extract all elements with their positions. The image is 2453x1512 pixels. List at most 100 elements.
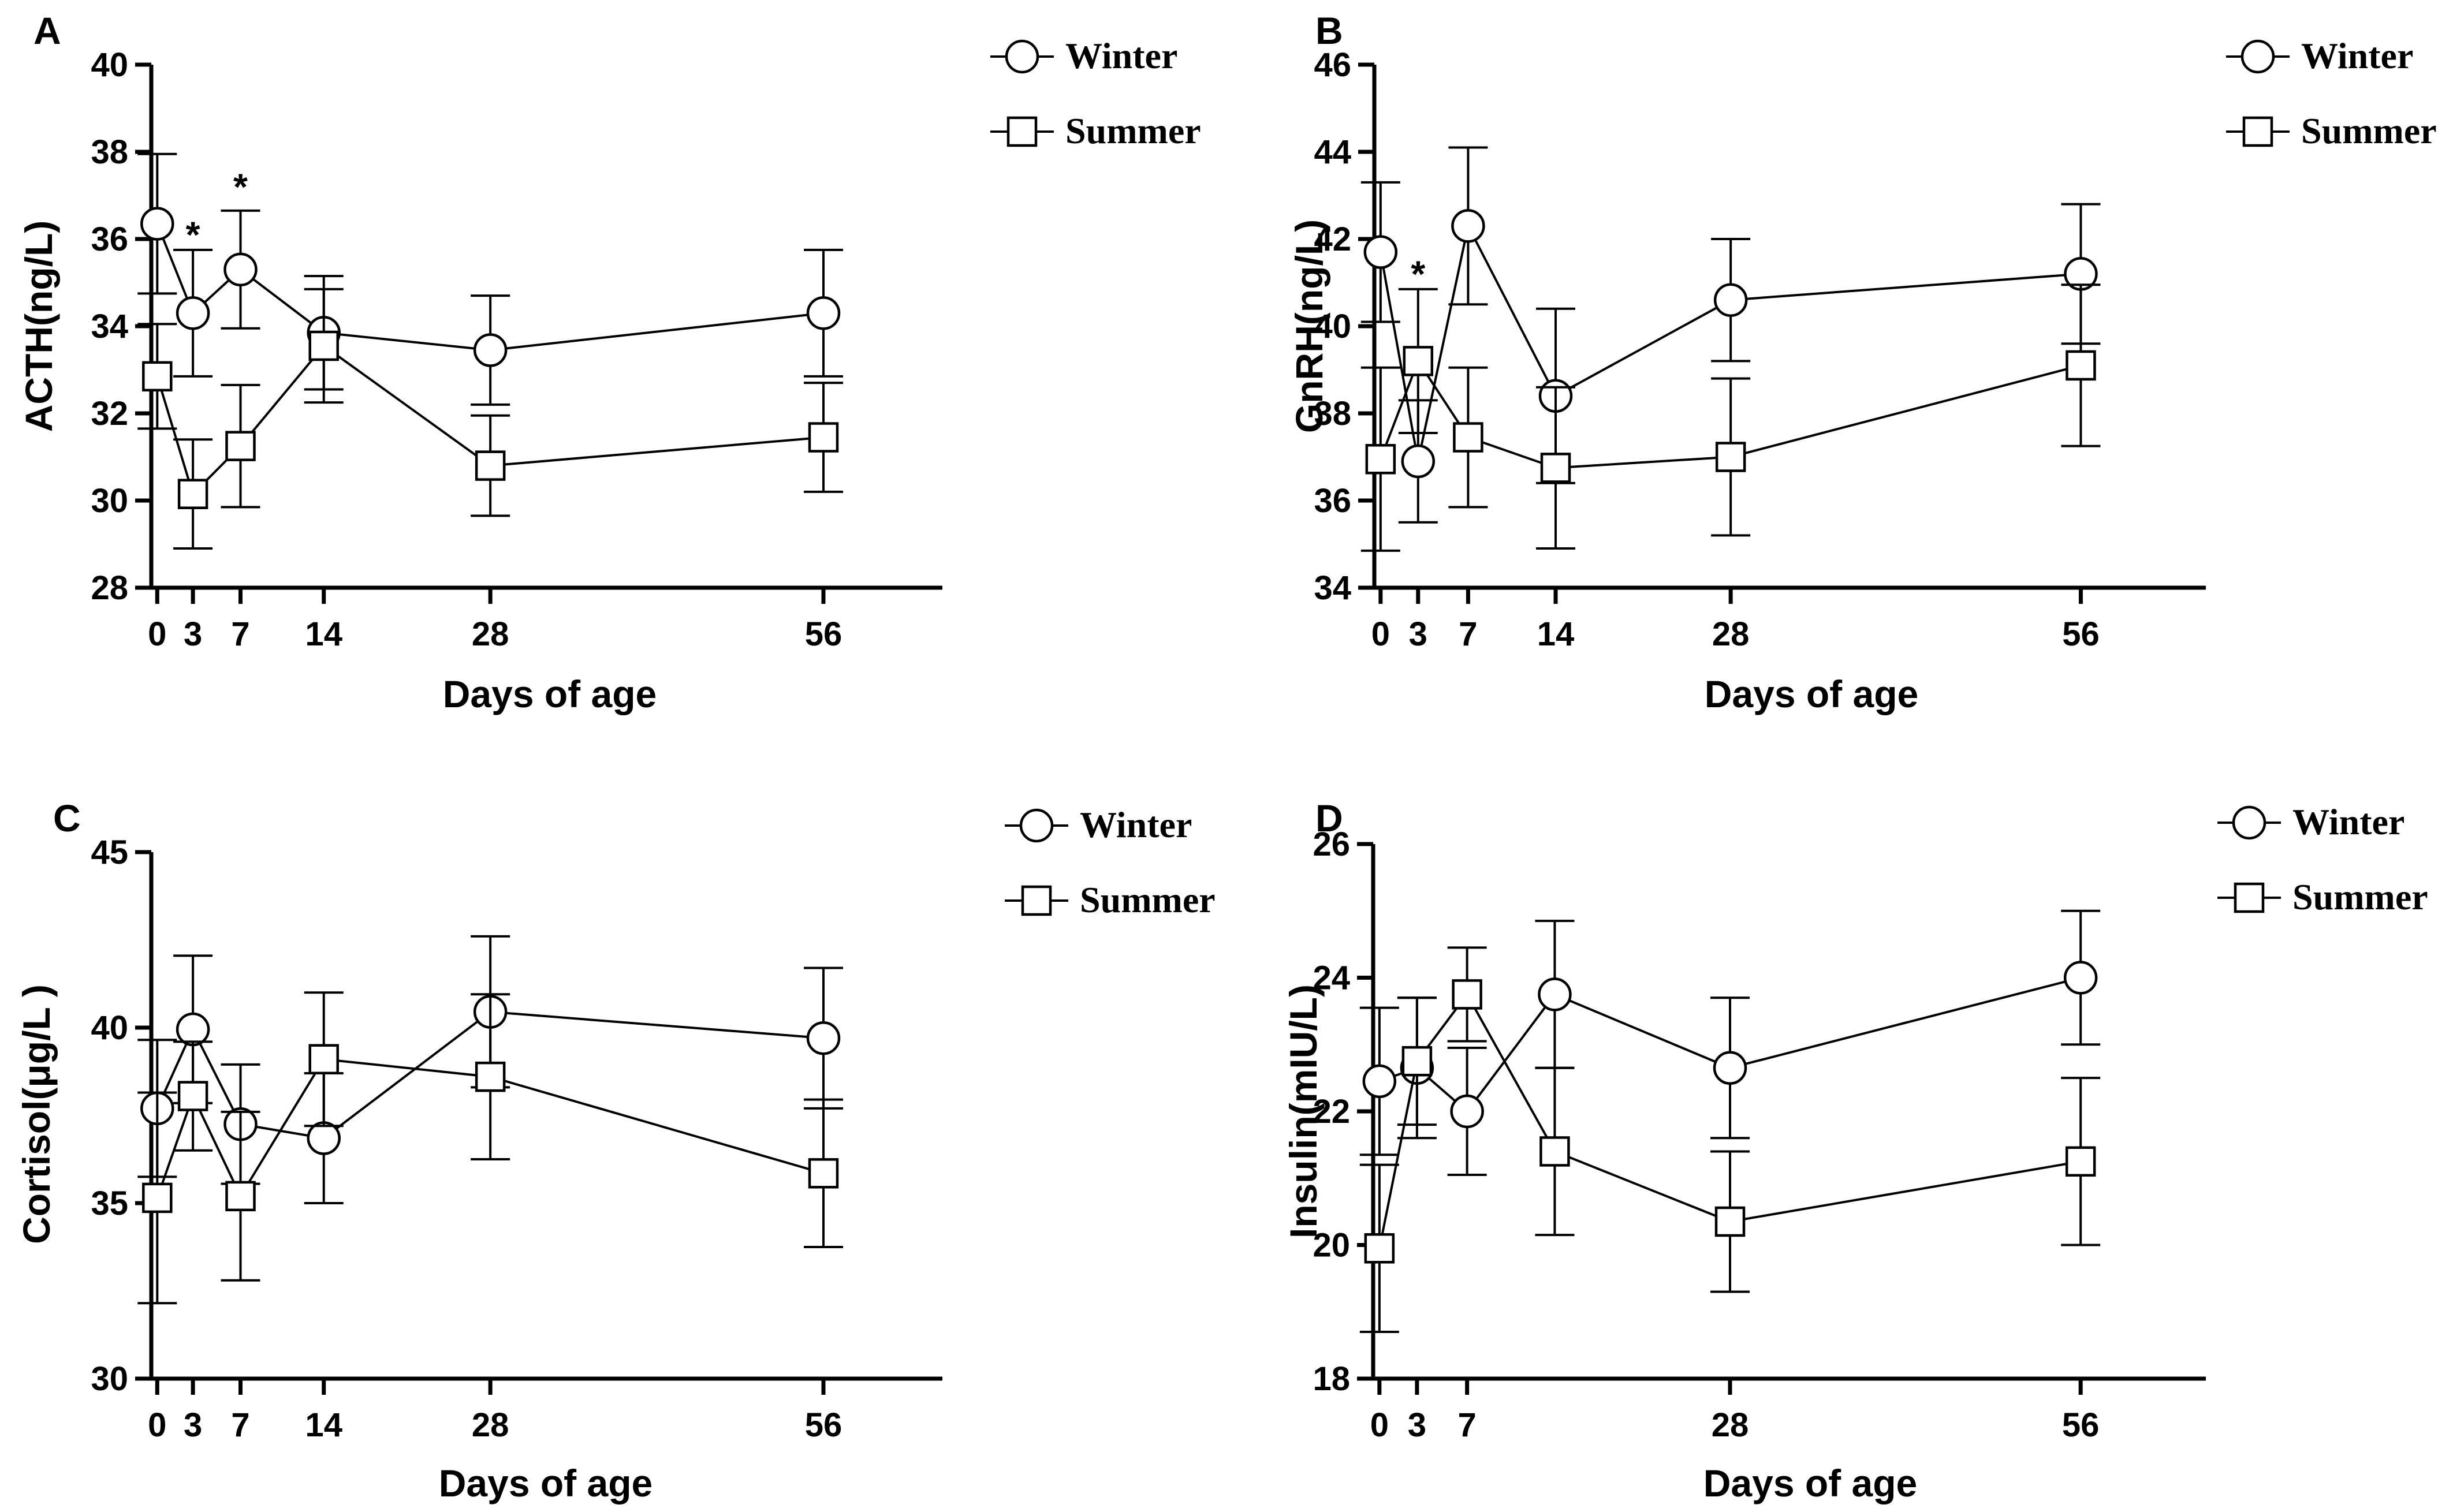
data-point-summer (1540, 453, 1571, 483)
y-tick-label-b: 42 (1314, 221, 1351, 258)
data-point-summer (177, 479, 208, 509)
x-tick-label-b: 28 (1712, 615, 1750, 653)
data-point-winter (1401, 444, 1436, 479)
y-tick-label-b: 46 (1314, 46, 1351, 84)
series-line-summer (1378, 992, 2081, 1249)
data-point-winter (1538, 977, 1572, 1011)
significance-marker: * (233, 166, 248, 207)
data-point-summer (225, 431, 256, 461)
x-tick-label-a: 28 (472, 615, 509, 653)
x-tick-label-b: 0 (1371, 615, 1390, 653)
y-tick-label-b: 34 (1314, 569, 1351, 607)
y-tick-label-c: 35 (91, 1185, 128, 1222)
data-point-summer (1365, 444, 1396, 475)
y-tick-label-d: 20 (1313, 1227, 1350, 1264)
data-point-summer (475, 1061, 506, 1092)
x-tick-label-c: 3 (184, 1406, 202, 1444)
series-line-summer (1379, 359, 2081, 469)
legend-marker-winter (1019, 808, 1054, 843)
legend-label-winter: Winter (2292, 801, 2404, 842)
data-point-summer (808, 422, 839, 453)
x-tick-label-d: 28 (1712, 1406, 1749, 1444)
x-tick-label-d: 7 (1457, 1406, 1476, 1444)
panel-a: A 28 30 32 34 36 38 40 0 3 7 14 28 56 ACTH(ng/L) Days o… (17, 9, 1201, 715)
y-tick-label-a: 28 (91, 569, 128, 607)
series-summer-a (137, 288, 843, 550)
panel-letter-d: D (1315, 797, 1343, 839)
x-tick-label-c: 56 (805, 1406, 842, 1444)
x-tick-label-a: 7 (231, 615, 249, 653)
data-point-summer (1401, 1046, 1433, 1077)
y-tick-label-a: 34 (91, 308, 128, 345)
y-tick-label-a: 36 (91, 221, 128, 258)
data-point-winter (176, 296, 210, 330)
y-axis-title-d: Insulin(mIU/L) (1282, 984, 1325, 1238)
x-tick-label-b: 56 (2062, 615, 2100, 653)
x-axis-title-a: Days of age (443, 673, 657, 715)
panel-c: C 30 35 40 45 0 3 7 14 28 56 Cortisol(μg/L ) Days of… (15, 797, 1216, 1504)
legend-label-summer: Summer (1065, 110, 1201, 151)
data-point-winter (1713, 1051, 1747, 1085)
legend-marker-winter (2232, 805, 2266, 840)
legend-label-summer: Summer (1080, 879, 1216, 920)
data-point-winter (806, 296, 841, 330)
x-tick-label-d: 3 (1408, 1406, 1426, 1444)
y-tick-label-c: 30 (91, 1360, 128, 1398)
legend-label-winter: Winter (1065, 35, 1177, 76)
legend-a: Winter Summer (990, 35, 1201, 151)
data-point-summer (225, 1181, 256, 1212)
y-tick-label-d: 24 (1313, 960, 1350, 997)
y-axis-title-a: ACTH(ng/L) (17, 221, 60, 432)
x-tick-label-c: 0 (148, 1406, 166, 1444)
y-tick-label-c: 45 (91, 834, 128, 871)
data-point-summer (142, 361, 173, 392)
data-point-summer (1364, 1233, 1395, 1264)
data-point-winter (1363, 235, 1398, 269)
legend-c: Winter Summer (1005, 804, 1216, 920)
series-summer-c (137, 991, 843, 1305)
panel-b: B 34 36 38 40 42 44 46 0 3 7 14 28 56 GnRH(ng/L) Days o… (1288, 9, 2437, 715)
y-axis-title-b: GnRH(ng/L) (1288, 219, 1330, 433)
y-tick-label-b: 40 (1314, 308, 1351, 345)
data-point-summer (177, 1081, 208, 1111)
legend-marker-summer (2234, 882, 2265, 913)
y-tick-label-a: 40 (91, 46, 128, 84)
y-tick-label-d: 18 (1313, 1360, 1350, 1398)
x-axis-title-c: Days of age (439, 1462, 653, 1504)
data-point-summer (1452, 979, 1482, 1010)
x-axis-title-d: Days of age (1703, 1462, 1917, 1504)
x-tick-label-c: 28 (472, 1406, 509, 1444)
data-point-summer (1453, 422, 1483, 453)
y-tick-label-b: 44 (1314, 133, 1351, 171)
x-tick-label-d: 56 (2062, 1406, 2100, 1444)
data-point-summer (1714, 1206, 1746, 1237)
series-summer-d (1359, 946, 2101, 1333)
legend-label-summer: Summer (2301, 110, 2437, 151)
series-line-summer (156, 1058, 824, 1199)
y-tick-label-a: 30 (91, 482, 128, 520)
data-point-winter (2063, 961, 2098, 995)
x-tick-label-a: 56 (805, 615, 842, 653)
x-tick-label-b: 3 (1409, 615, 1427, 653)
panel-letter-c: C (53, 797, 81, 839)
x-tick-label-c: 7 (231, 1406, 249, 1444)
legend-b: Winter Summer (2226, 35, 2437, 151)
x-tick-label-a: 3 (184, 615, 202, 653)
significance-marker: * (186, 214, 200, 255)
y-tick-label-c: 40 (91, 1009, 128, 1047)
x-tick-label-a: 0 (148, 615, 166, 653)
legend-d: Winter Summer (2217, 801, 2428, 917)
data-point-winter (1713, 283, 1748, 317)
series-summer-b (1360, 283, 2101, 552)
y-tick-label-a: 32 (91, 395, 128, 432)
significance-marker: * (1411, 253, 1425, 294)
data-point-summer (2065, 1146, 2096, 1177)
data-point-winter (806, 1021, 841, 1055)
data-point-summer (1539, 1136, 1570, 1167)
x-axis-title-b: Days of age (1705, 673, 1918, 715)
data-point-summer (1715, 442, 1746, 472)
legend-marker-summer (2242, 116, 2273, 147)
data-point-summer (2066, 350, 2096, 381)
x-tick-label-d: 0 (1370, 1406, 1389, 1444)
